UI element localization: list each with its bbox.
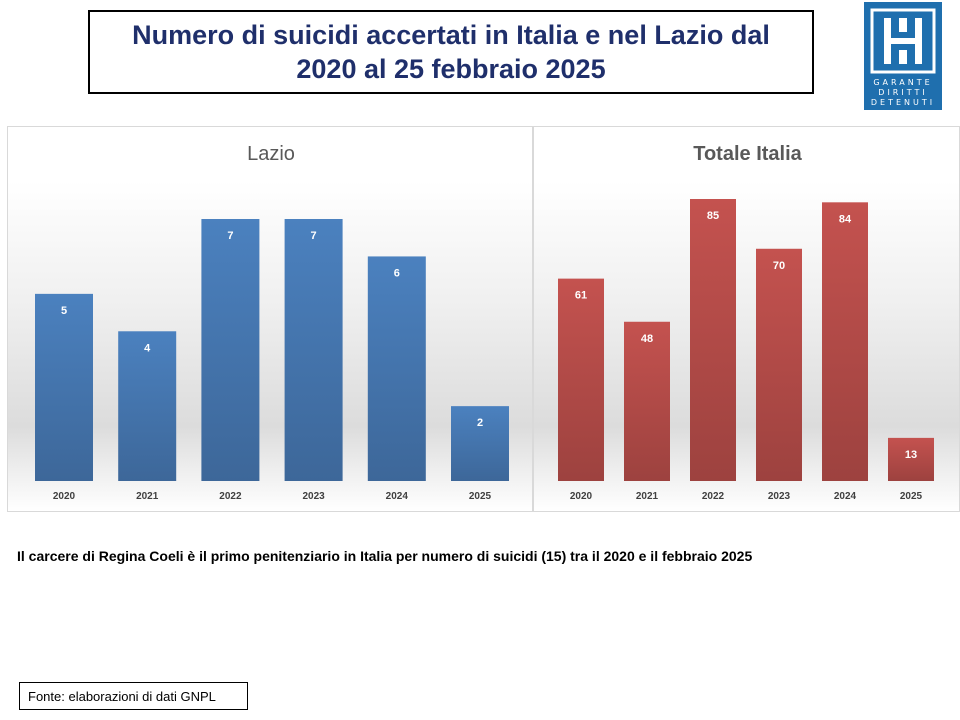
logo-line-2: DIRITTI	[878, 88, 928, 97]
chart-italia-tick-2020: 2020	[570, 491, 593, 502]
chart-italia-title: Totale Italia	[693, 143, 802, 165]
chart-lazio-data-label-2025: 2	[477, 417, 483, 429]
chart-lazio-bar-2024	[367, 256, 426, 481]
chart-totale-italia-svg: Totale Italia 61 2020 48 2021 85 2022 70 2023 84 2…	[558, 143, 934, 502]
chart-lazio-tick-2022: 2022	[219, 491, 242, 502]
chart-totale-italia: Totale Italia 61 2020 48 2021 85 2022 70 2023 84 2…	[533, 126, 960, 512]
chart-lazio-tick-2020: 2020	[53, 491, 76, 502]
chart-lazio-title: Lazio	[247, 143, 295, 165]
chart-italia-bar-2020	[558, 278, 604, 481]
title-box: Numero di suicidi accertati in Italia e …	[88, 10, 814, 94]
chart-italia-tick-2021: 2021	[636, 491, 659, 502]
logo-line-3: DETENUTI	[870, 98, 936, 107]
page-title: Numero di suicidi accertati in Italia e …	[132, 20, 770, 84]
chart-italia-tick-2025: 2025	[900, 491, 923, 502]
chart-italia-bar-2025	[888, 437, 934, 481]
chart-lazio-data-label-2020: 5	[61, 305, 67, 317]
footnote: Il carcere di Regina Coeli è il primo pe…	[17, 548, 753, 564]
chart-lazio-tick-2023: 2023	[302, 491, 325, 502]
chart-italia-bar-2021	[624, 321, 670, 481]
chart-italia-bar-2024	[822, 202, 868, 481]
chart-italia-tick-2024: 2024	[834, 491, 857, 502]
chart-lazio-tick-2025: 2025	[469, 491, 492, 502]
chart-lazio-svg: Lazio 5 2020 4 2021 7 2022 7 2023 6 2024 2 2025	[35, 143, 509, 502]
chart-lazio-tick-2024: 2024	[386, 491, 409, 502]
chart-italia-bar-2022	[690, 199, 736, 481]
chart-italia-data-label-2020: 61	[575, 290, 587, 302]
chart-lazio-data-label-2021: 4	[144, 342, 151, 354]
chart-italia-data-label-2025: 13	[905, 449, 917, 461]
chart-lazio-tick-2021: 2021	[136, 491, 159, 502]
chart-italia-bar-2023	[756, 248, 802, 481]
chart-italia-tick-2022: 2022	[702, 491, 725, 502]
chart-italia-data-label-2023: 70	[773, 260, 785, 272]
chart-italia-data-label-2022: 85	[707, 210, 719, 222]
chart-lazio: Lazio 5 2020 4 2021 7 2022 7 2023 6 2024 2 2025	[7, 126, 533, 512]
chart-lazio-data-label-2022: 7	[227, 230, 233, 242]
logo-line-1: GARANTE	[873, 78, 933, 87]
logo: GARANTE DIRITTI DETENUTI	[864, 2, 942, 110]
chart-lazio-data-label-2024: 6	[394, 267, 400, 279]
chart-italia-data-label-2021: 48	[641, 333, 653, 345]
chart-lazio-bar-2020	[35, 293, 93, 481]
chart-italia-tick-2023: 2023	[768, 491, 791, 502]
chart-lazio-bar-2022	[201, 219, 260, 481]
chart-lazio-data-label-2023: 7	[311, 230, 317, 242]
source-text: Fonte: elaborazioni di dati GNPL	[28, 688, 216, 704]
chart-lazio-bar-2025	[451, 406, 509, 481]
garante-logo-icon	[870, 8, 936, 74]
source-box: Fonte: elaborazioni di dati GNPL	[19, 682, 248, 710]
chart-italia-data-label-2024: 84	[839, 213, 852, 225]
chart-lazio-bar-2023	[284, 219, 343, 481]
chart-lazio-bar-2021	[118, 331, 177, 481]
